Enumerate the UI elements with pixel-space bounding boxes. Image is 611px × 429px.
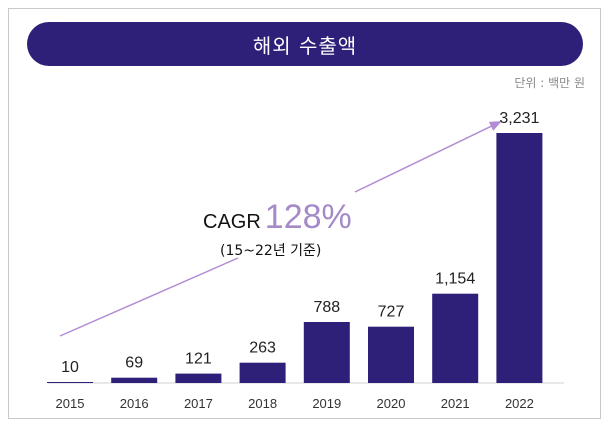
cagr-note: (15~22년 기준) bbox=[220, 243, 322, 259]
value-label-2019: 788 bbox=[313, 299, 340, 316]
value-label-2020: 727 bbox=[378, 304, 405, 321]
category-label-2022: 2022 bbox=[505, 396, 534, 411]
bar-2015 bbox=[47, 382, 93, 383]
category-label-2018: 2018 bbox=[248, 396, 277, 411]
category-label-2016: 2016 bbox=[120, 396, 149, 411]
cagr-annotation: CAGR 128% bbox=[203, 198, 352, 237]
bar-2018 bbox=[239, 362, 286, 383]
category-label-2021: 2021 bbox=[441, 396, 470, 411]
cagr-rate: 128% bbox=[264, 198, 352, 236]
value-label-2022: 3,231 bbox=[499, 110, 539, 127]
value-label-2015: 10 bbox=[61, 359, 79, 376]
cagr-label: CAGR bbox=[203, 211, 261, 233]
bar-2022 bbox=[496, 133, 543, 383]
category-label-2020: 2020 bbox=[377, 396, 406, 411]
category-label-2019: 2019 bbox=[312, 396, 341, 411]
growth-arrow-upper bbox=[354, 121, 502, 193]
value-label-2018: 263 bbox=[249, 340, 276, 357]
value-label-2017: 121 bbox=[185, 351, 212, 368]
bar-2019 bbox=[303, 322, 350, 383]
bar-2020 bbox=[368, 326, 414, 383]
value-label-2016: 69 bbox=[125, 355, 143, 372]
chart-title: 해외 수출액 bbox=[27, 22, 583, 66]
bar-2016 bbox=[111, 377, 158, 383]
bar-2021 bbox=[432, 293, 479, 383]
growth-arrow-lower bbox=[59, 257, 239, 337]
bar-2017 bbox=[175, 373, 222, 383]
value-label-2021: 1,154 bbox=[435, 271, 475, 288]
category-label-2017: 2017 bbox=[184, 396, 213, 411]
unit-label: 단위 : 백만 원 bbox=[514, 76, 585, 90]
category-label-2015: 2015 bbox=[56, 396, 85, 411]
